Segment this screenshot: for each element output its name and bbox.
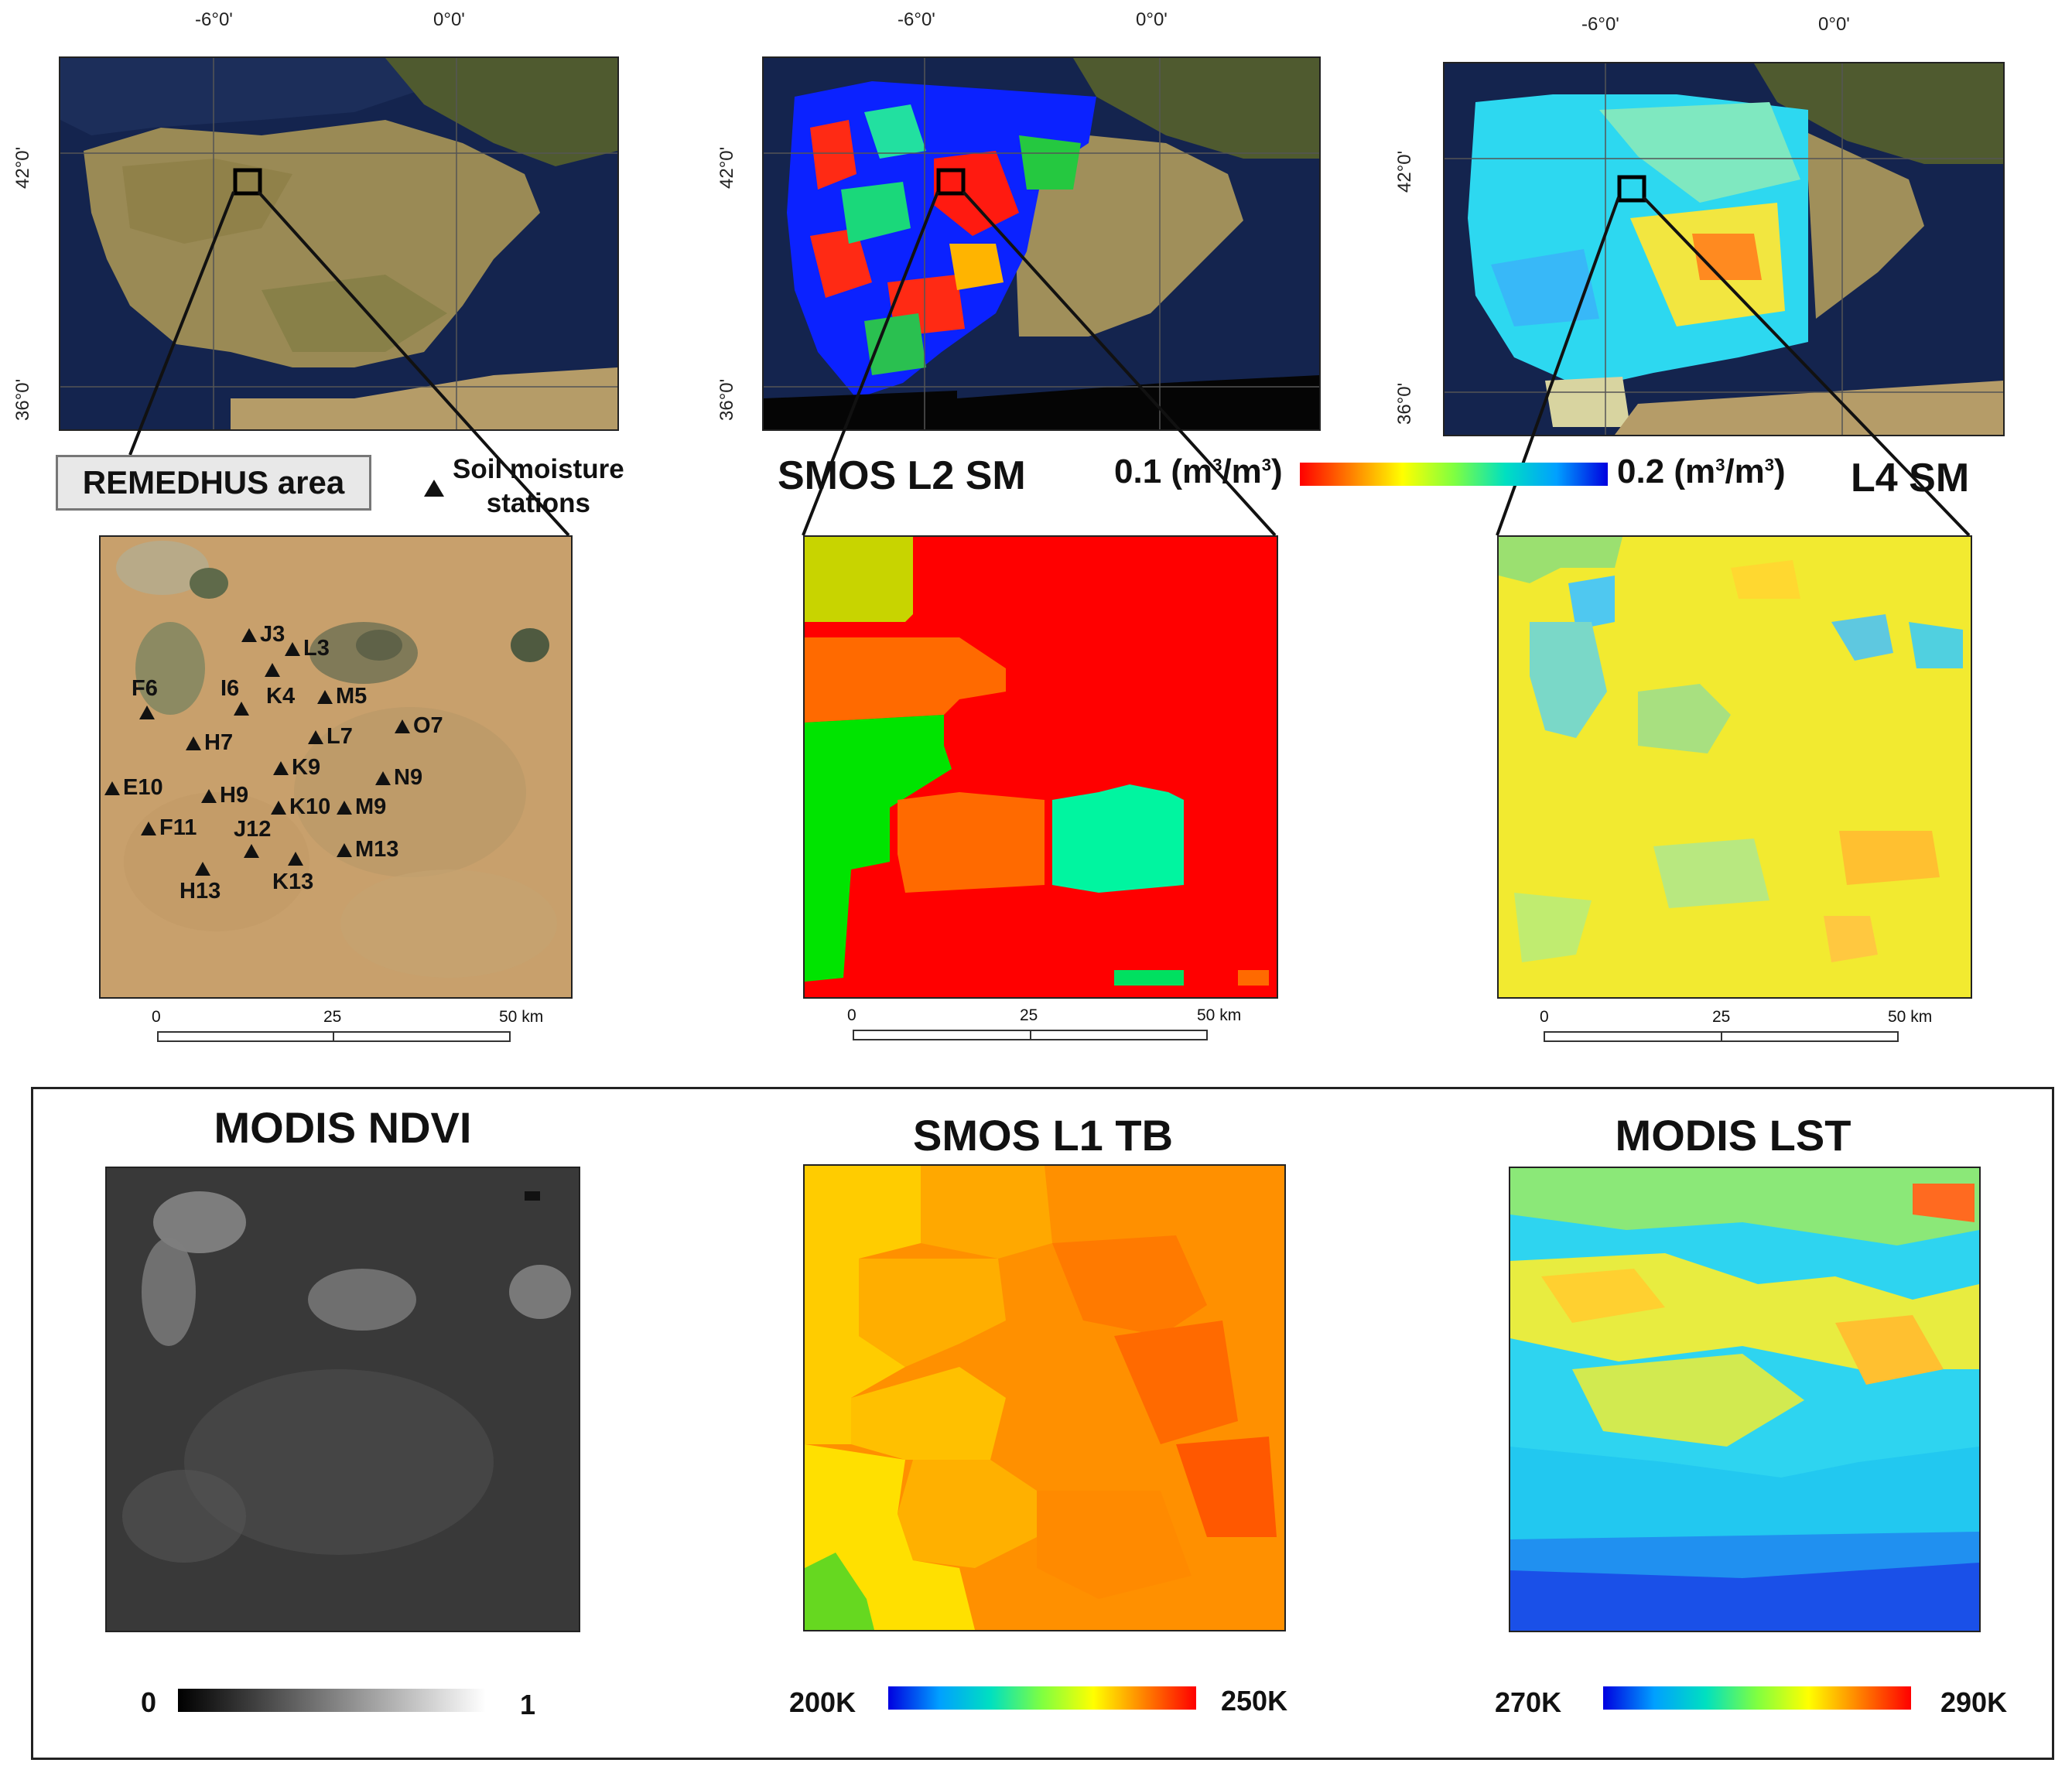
- station-legend-marker: [424, 480, 444, 497]
- station-k10: K10: [271, 794, 330, 820]
- station-f6-marker: [139, 706, 155, 719]
- remedhus-area-label: REMEDHUS area: [56, 455, 371, 511]
- lon-tick-zero-2: 0°0': [1136, 9, 1168, 30]
- station-h13-label: H13: [180, 879, 221, 904]
- station-l7: L7: [308, 724, 353, 750]
- station-o7: O7: [395, 713, 443, 739]
- tb-max-label: 250K: [1221, 1685, 1288, 1717]
- modis-ndvi-title: MODIS NDVI: [214, 1103, 472, 1152]
- lon-tick-zero: 0°0': [433, 9, 465, 30]
- modis-lst-title: MODIS LST: [1615, 1111, 1851, 1160]
- scale-tick-0-1: 0: [152, 1008, 161, 1026]
- station-k13-label: K13: [272, 870, 314, 894]
- lst-min-label: 270K: [1495, 1686, 1562, 1718]
- smos-l2-zoom-map: [803, 535, 1278, 999]
- station-k13-marker: [288, 852, 303, 866]
- station-k4-label: K4: [266, 684, 296, 709]
- station-f11: F11: [141, 815, 197, 841]
- station-h9: H9: [201, 783, 248, 808]
- station-j3: J3: [241, 622, 285, 647]
- scale-tick-25-2: 25: [1020, 1006, 1038, 1024]
- iberia-satellite-map: [59, 56, 619, 431]
- scale-bar-2: [853, 1030, 1208, 1040]
- scale-tick-0-2: 0: [847, 1006, 856, 1024]
- sm-unit-max: (m3/m3): [1674, 453, 1786, 490]
- ndvi-colorbar: [178, 1689, 486, 1712]
- bottom-panel-frame: [31, 1087, 2054, 1760]
- l4-sm-iberia-map: [1443, 62, 2005, 436]
- l4-sm-zoom-map: [1497, 535, 1972, 999]
- scale-tick-0-3: 0: [1540, 1008, 1549, 1026]
- station-legend-label: Soil moisture stations: [453, 454, 624, 518]
- station-l3: L3: [285, 636, 330, 661]
- sm-max-value: 0.2: [1617, 453, 1665, 490]
- scale-tick-50-2: 50 km: [1197, 1006, 1242, 1024]
- scale-tick-50-3: 50 km: [1888, 1008, 1933, 1026]
- smos-l1-tb-map: [803, 1164, 1286, 1631]
- scale-bar-1: [157, 1031, 511, 1042]
- station-k4: [265, 657, 283, 682]
- station-n9: N9: [375, 765, 422, 791]
- modis-lst-map: [1509, 1167, 1981, 1632]
- remedhus-zoom-map: J3 L3 F6 I6 K4 M5 H7 L7 O7 K9 N9 E10 H9 …: [99, 535, 573, 999]
- tb-min-label: 200K: [789, 1686, 856, 1718]
- lst-colorbar: [1603, 1686, 1911, 1710]
- lst-max-label: 290K: [1940, 1686, 2008, 1718]
- station-j12-label: J12: [234, 817, 272, 842]
- scale-tick-25-1: 25: [323, 1008, 342, 1026]
- station-e10: E10: [104, 775, 163, 801]
- ndvi-max-label: 1: [520, 1689, 536, 1720]
- lon-tick-west: -6°0': [195, 9, 233, 30]
- station-h7: H7: [186, 730, 233, 756]
- station-m9: M9: [337, 794, 386, 820]
- sm-colorbar-max-label: 0.2 (m3/m3): [1617, 453, 1786, 491]
- station-m13: M13: [337, 837, 398, 863]
- tb-colorbar: [888, 1686, 1196, 1710]
- smos-l2-iberia-map: [762, 56, 1321, 431]
- station-k9: K9: [273, 755, 320, 781]
- scale-tick-50-1: 50 km: [499, 1008, 544, 1026]
- sm-colorbar: [1300, 463, 1608, 486]
- lon-tick-west-2: -6°0': [898, 9, 935, 30]
- lon-tick-west-3: -6°0': [1581, 14, 1619, 35]
- scale-bar-3: [1544, 1031, 1899, 1042]
- station-h13-marker: [195, 862, 210, 876]
- smos-l2-sm-title: SMOS L2 SM: [778, 453, 1026, 498]
- station-f6: F6: [132, 676, 158, 701]
- lon-tick-zero-3: 0°0': [1818, 14, 1850, 35]
- sm-unit-min: (m3/m3): [1171, 453, 1283, 490]
- station-j12-marker: [244, 844, 259, 858]
- sm-colorbar-min-label: 0.1 (m3/m3): [1114, 453, 1283, 491]
- modis-ndvi-map: [105, 1167, 580, 1632]
- scale-tick-25-3: 25: [1712, 1008, 1731, 1026]
- station-i6: I6: [221, 676, 240, 701]
- station-m5: M5: [317, 684, 367, 709]
- smos-l1-tb-title: SMOS L1 TB: [912, 1111, 1174, 1160]
- ndvi-min-label: 0: [141, 1686, 157, 1718]
- sm-min-value: 0.1: [1114, 453, 1162, 490]
- l4-sm-title: L4 SM: [1851, 456, 1970, 501]
- station-i6-marker: [234, 702, 249, 716]
